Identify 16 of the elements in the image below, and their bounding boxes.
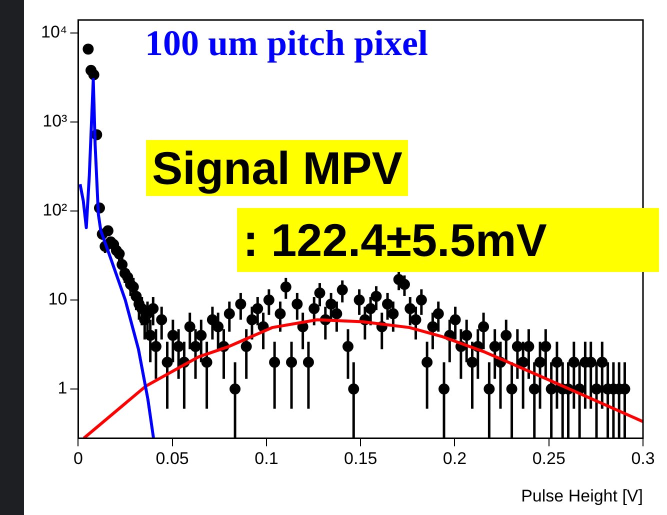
y-tick-label: 10 xyxy=(48,290,68,309)
y-tick-label: 1 xyxy=(58,378,68,398)
x-tick-label: 0.15 xyxy=(344,449,378,468)
y-tick-label: 10⁴ xyxy=(40,22,68,42)
y-tick-label: 10² xyxy=(42,200,68,220)
annotation: : 122.4±5.5mV xyxy=(237,208,659,272)
annotation: Signal MPV xyxy=(146,140,408,196)
x-tick-label: 0.2 xyxy=(442,449,467,468)
annotation: 100 um pitch pixel xyxy=(145,22,428,64)
x-tick-label: 0.25 xyxy=(532,449,566,468)
x-tick-label: 0.05 xyxy=(156,449,189,468)
x-axis-title: Pulse Height [V] xyxy=(521,486,643,506)
x-tick-label: 0.3 xyxy=(631,449,655,468)
y-tick-label: 10³ xyxy=(42,112,68,131)
x-tick-label: 0 xyxy=(73,449,83,468)
x-tick-label: 0.1 xyxy=(254,449,278,468)
